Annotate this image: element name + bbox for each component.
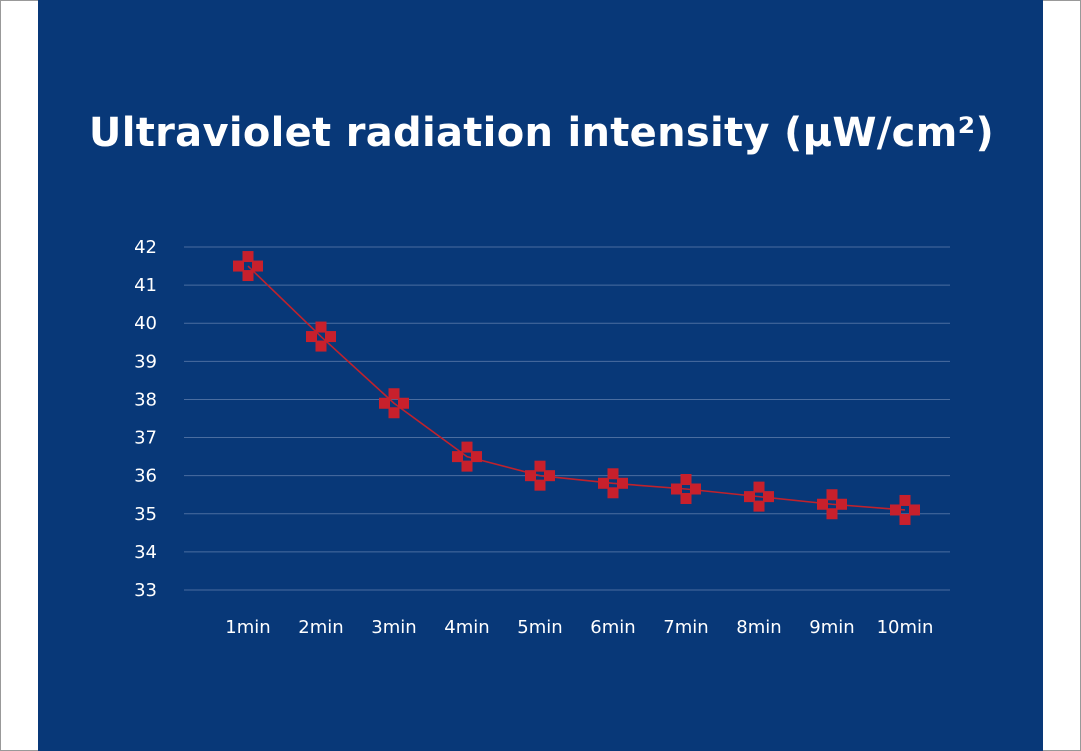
- x-tick-label: 4min: [444, 617, 489, 638]
- chart-title: Ultraviolet radiation intensity (μW/cm²): [88, 110, 995, 156]
- data-point-marker: [744, 481, 774, 512]
- y-tick-label: 38: [134, 389, 157, 410]
- x-tick-label: 10min: [877, 617, 934, 638]
- data-point-marker: [525, 460, 555, 491]
- x-tick-label: 8min: [736, 617, 781, 638]
- x-tick-label: 9min: [809, 617, 854, 638]
- x-tick-label: 3min: [371, 617, 416, 638]
- y-tick-label: 33: [134, 580, 157, 601]
- y-tick-label: 40: [134, 313, 157, 334]
- series-line-layer: [247, 265, 906, 511]
- y-tick-label: 36: [134, 466, 157, 487]
- y-axis-ticks: 33 34 35 36 37 38 39 40 41 42: [134, 237, 157, 601]
- x-tick-label: 6min: [590, 617, 635, 638]
- data-point-marker: [452, 441, 482, 472]
- marker-layer: [233, 251, 920, 525]
- data-point-marker: [306, 321, 336, 352]
- y-tick-label: 34: [134, 542, 157, 563]
- y-tick-label: 41: [134, 275, 157, 296]
- data-point-marker: [233, 251, 263, 282]
- x-tick-label: 5min: [517, 617, 562, 638]
- data-point-marker: [671, 474, 701, 505]
- gridlines: [184, 246, 950, 591]
- x-tick-label: 2min: [298, 617, 343, 638]
- data-point-marker: [379, 388, 409, 419]
- y-tick-label: 42: [134, 237, 157, 258]
- y-tick-label: 39: [134, 351, 157, 372]
- data-point-marker: [890, 494, 920, 525]
- y-tick-label: 35: [134, 504, 157, 525]
- x-tick-label: 1min: [225, 617, 270, 638]
- series-line: [247, 265, 906, 511]
- chart-panel: [38, 0, 1043, 751]
- data-point-marker: [598, 468, 628, 499]
- x-tick-label: 7min: [663, 617, 708, 638]
- y-tick-label: 37: [134, 428, 157, 449]
- x-axis-ticks: 1min 2min 3min 4min 5min 6min 7min 8min 9min 10mi…: [225, 617, 933, 638]
- data-point-marker: [817, 489, 847, 520]
